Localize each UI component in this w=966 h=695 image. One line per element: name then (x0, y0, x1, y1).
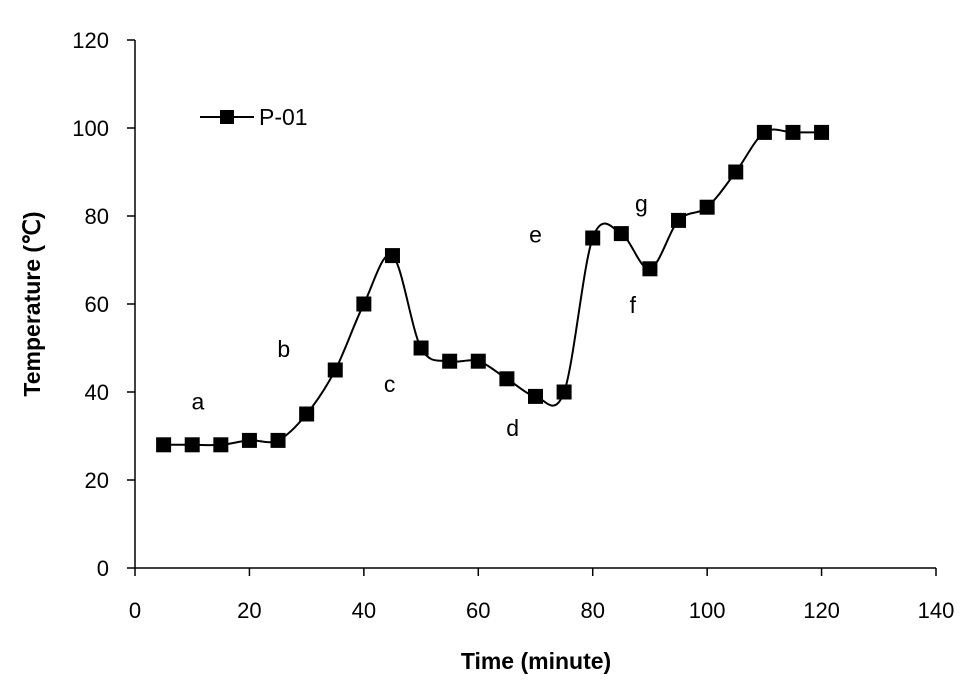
data-point (756, 124, 772, 140)
x-tick-label: 100 (689, 598, 726, 623)
series-layer (156, 124, 830, 453)
annotation-label: e (529, 221, 542, 247)
data-point (356, 296, 372, 312)
x-tick-label: 80 (580, 598, 604, 623)
annotation-label: b (277, 336, 290, 362)
legend-marker (220, 110, 234, 124)
x-tick-label: 140 (918, 598, 955, 623)
data-point (585, 230, 601, 246)
annotations: a b c d e f g (192, 191, 648, 441)
data-point (442, 353, 458, 369)
legend: P-01 (200, 104, 308, 130)
tick-labels: 0 20 40 60 80 100 120 0 20 40 60 80 100 120 140 (72, 28, 954, 623)
data-point (499, 371, 515, 387)
annotation-label: c (384, 371, 396, 397)
data-point (299, 406, 315, 422)
data-point (270, 432, 286, 448)
y-tick-label: 100 (72, 116, 109, 141)
data-point (213, 437, 229, 453)
data-point (413, 340, 429, 356)
y-tick-label: 80 (85, 204, 109, 229)
y-tick-label: 60 (85, 292, 109, 317)
series-line-p01 (163, 128, 822, 447)
legend-label: P-01 (259, 104, 308, 130)
y-tick-label: 20 (85, 468, 109, 493)
x-tick-label: 20 (237, 598, 261, 623)
data-point (156, 437, 172, 453)
x-tick-label: 60 (466, 598, 490, 623)
data-point (470, 353, 486, 369)
data-point (384, 248, 400, 264)
y-tick-label: 120 (72, 28, 109, 53)
data-point (528, 388, 543, 404)
annotation-label: a (192, 389, 205, 415)
data-point (671, 212, 687, 228)
y-axis-title: Temperature (℃) (19, 211, 45, 396)
y-tick-label: 40 (85, 380, 109, 405)
annotation-label: f (630, 292, 637, 318)
data-point (556, 384, 572, 400)
data-point (699, 199, 715, 215)
data-point (728, 164, 744, 180)
x-tick-label: 40 (352, 598, 376, 623)
axes (127, 39, 937, 576)
annotation-label: d (506, 415, 519, 441)
data-point (613, 226, 629, 242)
data-point (327, 362, 343, 378)
annotation-label: g (635, 191, 648, 217)
data-point (814, 124, 830, 140)
data-point (642, 261, 658, 277)
x-axis-title: Time (minute) (461, 648, 611, 674)
data-point (785, 124, 801, 140)
data-point (241, 432, 257, 448)
y-tick-label: 0 (97, 556, 109, 581)
x-tick-label: 0 (129, 598, 141, 623)
x-tick-label: 120 (803, 598, 840, 623)
data-point (184, 437, 200, 453)
